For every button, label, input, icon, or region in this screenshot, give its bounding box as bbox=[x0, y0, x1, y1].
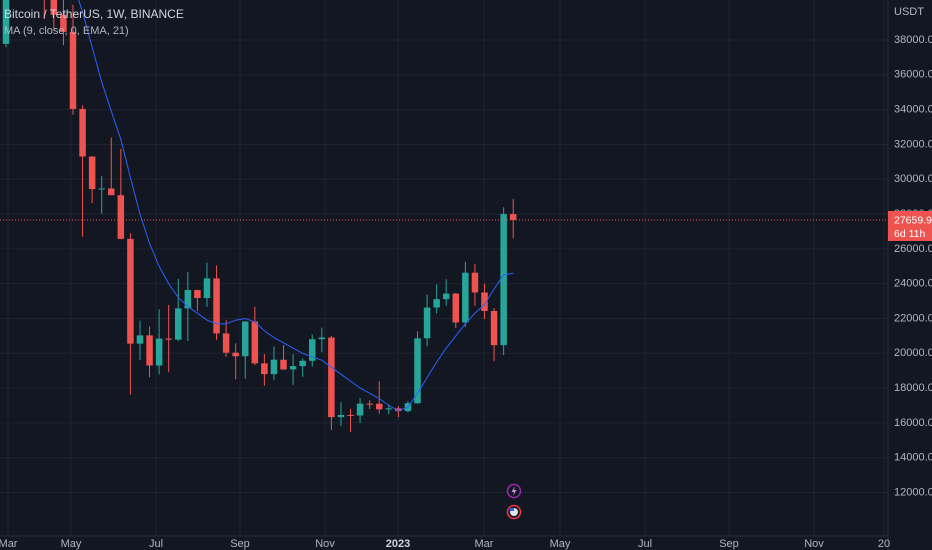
candle-body bbox=[347, 414, 354, 416]
flag-canton bbox=[510, 508, 514, 511]
x-tick-label: Mar bbox=[0, 538, 18, 550]
candle-body bbox=[194, 290, 201, 299]
candle-body bbox=[203, 278, 211, 299]
candle-body bbox=[471, 272, 479, 293]
chart-title: Bitcoin / TetherUS, 1W, BINANCE bbox=[4, 7, 184, 21]
candle-body bbox=[108, 188, 115, 196]
x-tick-label: Nov bbox=[804, 538, 824, 550]
candle-body bbox=[165, 338, 172, 340]
x-tick-label: Jul bbox=[638, 538, 652, 550]
candle-body bbox=[318, 337, 326, 340]
x-tick-label: 2023 bbox=[386, 538, 410, 550]
y-tick-label: 30000.00 bbox=[894, 173, 932, 185]
y-tick-label: 12000.00 bbox=[894, 486, 932, 498]
y-tick-label: 26000.00 bbox=[894, 243, 932, 255]
x-tick-label: Nov bbox=[315, 538, 335, 550]
grid bbox=[0, 0, 888, 536]
currency-label: USDT bbox=[894, 6, 924, 18]
y-tick-label: 24000.00 bbox=[894, 278, 932, 290]
candle-body bbox=[69, 31, 77, 109]
countdown-label: 6d 11h bbox=[894, 228, 925, 240]
y-tick-label: 38000.00 bbox=[894, 34, 932, 46]
candle-body bbox=[88, 156, 96, 190]
y-tick-label: 20000.00 bbox=[894, 347, 932, 359]
price-tag bbox=[888, 210, 932, 241]
candle-body bbox=[98, 188, 105, 190]
candle-body bbox=[500, 214, 507, 346]
candle-body bbox=[280, 359, 287, 370]
candle-body bbox=[222, 333, 230, 353]
y-tick-label: 18000.00 bbox=[894, 382, 932, 394]
lightning-icon bbox=[511, 486, 517, 496]
y-tick-label: 32000.00 bbox=[894, 138, 932, 150]
candle-body bbox=[242, 321, 249, 357]
candle-body bbox=[356, 403, 364, 416]
candle-body bbox=[414, 338, 421, 404]
candle-body bbox=[60, 14, 67, 32]
candle-body bbox=[462, 272, 469, 323]
candle-body bbox=[452, 293, 460, 323]
candle-body bbox=[385, 408, 393, 410]
candle-body bbox=[251, 321, 259, 364]
x-tick-label: 20 bbox=[878, 538, 890, 550]
price-tag-label: 27659.99 bbox=[894, 214, 932, 226]
candle-body bbox=[117, 195, 125, 239]
candle-body bbox=[232, 352, 239, 357]
x-tick-label: Sep bbox=[719, 538, 739, 550]
candle-body bbox=[375, 403, 383, 410]
candle-body bbox=[270, 359, 278, 375]
candle-body bbox=[2, 0, 10, 44]
y-tick-label: 16000.00 bbox=[894, 417, 932, 429]
candle-body bbox=[184, 290, 192, 309]
event-icons bbox=[506, 483, 522, 520]
ema-line bbox=[78, 0, 514, 412]
candle-body bbox=[79, 108, 86, 157]
candle-body bbox=[127, 238, 134, 344]
axes: 12000.00 14000.00 16000.00 18000.00 20000.00… bbox=[0, 34, 932, 550]
candle-body bbox=[481, 292, 488, 311]
y-tick-label: 34000.00 bbox=[894, 104, 932, 116]
candle-body bbox=[433, 299, 440, 308]
candle-body bbox=[175, 308, 182, 340]
candle-body bbox=[261, 363, 268, 375]
x-tick-label: Sep bbox=[230, 538, 250, 550]
candle-body bbox=[136, 335, 144, 344]
y-tick-label: 36000.00 bbox=[894, 69, 932, 81]
y-tick-label: 22000.00 bbox=[894, 312, 932, 324]
plot-area bbox=[0, 0, 888, 433]
x-tick-label: Mar bbox=[475, 538, 494, 550]
candle-body bbox=[337, 414, 345, 418]
candle-body bbox=[442, 293, 450, 300]
x-tick-label: May bbox=[550, 538, 571, 550]
indicator-label: MA (9, close, 0, EMA, 21) bbox=[4, 25, 129, 37]
candle-body bbox=[308, 339, 316, 361]
candle-body bbox=[50, 0, 58, 15]
candle-body bbox=[490, 310, 498, 346]
candle-body bbox=[423, 307, 431, 339]
candle-body bbox=[155, 338, 163, 366]
x-tick-label: Jul bbox=[149, 538, 163, 550]
candle-body bbox=[366, 403, 373, 405]
y-tick-label: 14000.00 bbox=[894, 452, 932, 464]
candle-body bbox=[213, 278, 220, 334]
candle-body bbox=[328, 337, 335, 418]
x-tick-label: May bbox=[61, 538, 82, 550]
candle-body bbox=[146, 335, 153, 366]
candle-body bbox=[395, 408, 402, 412]
candle-body bbox=[509, 214, 517, 220]
candle-body bbox=[289, 366, 297, 370]
candle-body bbox=[299, 360, 306, 367]
